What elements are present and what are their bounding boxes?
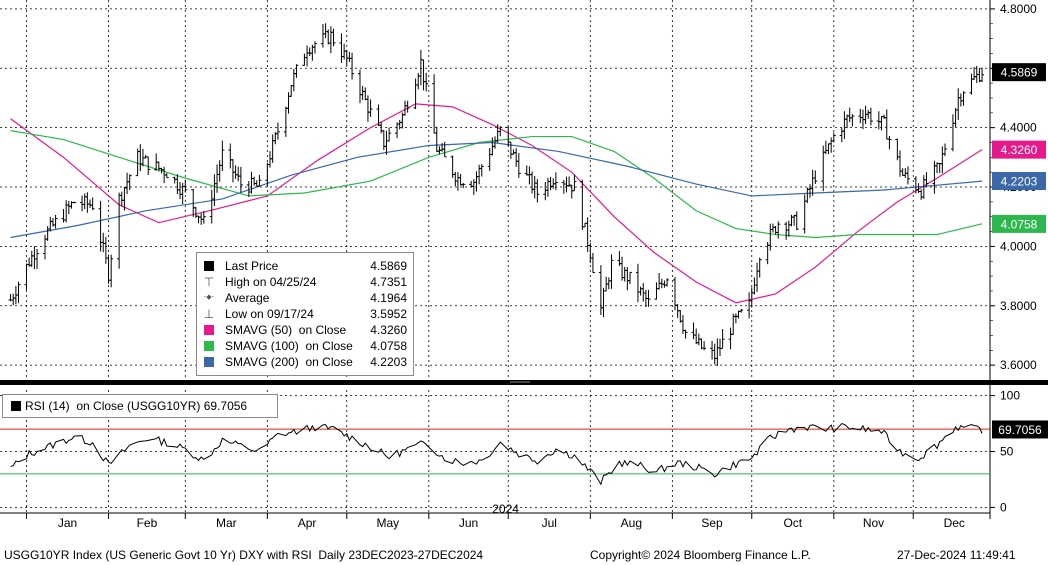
price-bars [8, 23, 985, 366]
legend-label: SMAVG (200) on Close [225, 355, 353, 369]
x-month-label: May [376, 516, 399, 530]
legend-value: 4.5869 [370, 259, 407, 273]
x-month-label: Apr [298, 516, 317, 530]
last-value-tag-label: 4.5869 [1001, 66, 1038, 80]
last-value-tag-bg [992, 214, 1046, 233]
last-value-tag-label: 4.3260 [1001, 143, 1038, 157]
legend-label: Low on 09/17/24 [225, 307, 314, 321]
last-value-tag-bg [992, 172, 1046, 191]
legend-row: SMAVG (100) on Close 4.0758 [203, 338, 407, 354]
x-month-label: Jan [58, 516, 77, 530]
rsi-legend: RSI (14) on Close (USGG10YR) 69.7056 [2, 394, 278, 418]
legend-swatch [204, 325, 214, 335]
legend-row: ⊥ Low on 09/17/24 3.5952 [203, 306, 407, 322]
rsi-line [10, 422, 983, 486]
rsi-tick-label: 50 [1000, 445, 1014, 459]
x-month-label: Sep [701, 516, 723, 530]
x-month-label: Feb [137, 516, 158, 530]
price-tick-label: 3.6000 [1000, 358, 1037, 372]
rsi-tick-label: 100 [1000, 389, 1020, 403]
x-month-label: Nov [863, 516, 884, 530]
legend-label: SMAVG (50) on Close [225, 323, 347, 337]
rsi-last-value-tag-bg [992, 420, 1048, 439]
x-month-label: Mar [216, 516, 237, 530]
footer-copyright: Copyright© 2024 Bloomberg Finance L.P. [590, 548, 811, 562]
sma-line-1 [10, 130, 983, 239]
price-tick-label: 3.8000 [1000, 299, 1037, 313]
last-value-tag-label: 4.2203 [1001, 175, 1038, 189]
last-value-tag-label: 4.0758 [1001, 217, 1038, 231]
legend-value: 4.2203 [370, 355, 407, 369]
legend-swatch [204, 261, 214, 271]
legend-swatch [204, 357, 214, 367]
legend-label: Average [225, 291, 270, 305]
x-month-label: Aug [621, 516, 642, 530]
footer-source: USGG10YR Index (US Generic Govt 10 Yr) D… [4, 548, 484, 562]
sma-line-0 [10, 103, 983, 304]
high-marker-icon: ⊤ [203, 275, 215, 289]
rsi-legend-swatch [11, 401, 21, 411]
rsi-last-value-tag-label: 69.7056 [998, 423, 1042, 437]
x-month-label: Oct [783, 516, 802, 530]
price-tick-label: 4.0000 [1000, 239, 1037, 253]
rsi-legend-label: RSI (14) on Close (USGG10YR) 69.7056 [25, 399, 248, 413]
x-year-label: 2024 [492, 502, 519, 516]
footer-timestamp: 27-Dec-2024 11:49:41 [897, 548, 1016, 562]
legend-value: 4.0758 [370, 339, 407, 353]
legend-row: Last Price 4.5869 [203, 258, 407, 274]
average-marker-icon: -◆- [203, 294, 215, 301]
x-month-label: Jul [542, 516, 557, 530]
rsi-tick-label: 0 [1000, 500, 1007, 514]
legend-row: SMAVG (200) on Close 4.2203 [203, 354, 407, 370]
legend-swatch [204, 341, 214, 351]
legend-value: 4.3260 [370, 323, 407, 337]
legend-value: 4.1964 [370, 291, 407, 305]
legend-value: 3.5952 [370, 307, 407, 321]
legend-row: -◆- Average 4.1964 [203, 290, 407, 306]
last-value-tag-bg [992, 140, 1046, 159]
legend-label: SMAVG (100) on Close [225, 339, 353, 353]
x-month-label: Jun [459, 516, 478, 530]
legend-row: ⊤ High on 04/25/24 4.7351 [203, 274, 407, 290]
low-marker-icon: ⊥ [203, 307, 215, 321]
legend-row: SMAVG (50) on Close 4.3260 [203, 322, 407, 338]
legend-value: 4.7351 [370, 275, 407, 289]
price-legend: Last Price 4.5869 ⊤ High on 04/25/24 4.7351-… [196, 252, 414, 376]
legend-label: High on 04/25/24 [225, 275, 317, 289]
last-value-tag-bg [992, 63, 1046, 82]
x-month-label: Dec [944, 516, 965, 530]
price-tick-label: 4.4000 [1000, 121, 1037, 135]
legend-label: Last Price [225, 259, 279, 273]
price-tick-label: 4.8000 [1000, 2, 1037, 16]
